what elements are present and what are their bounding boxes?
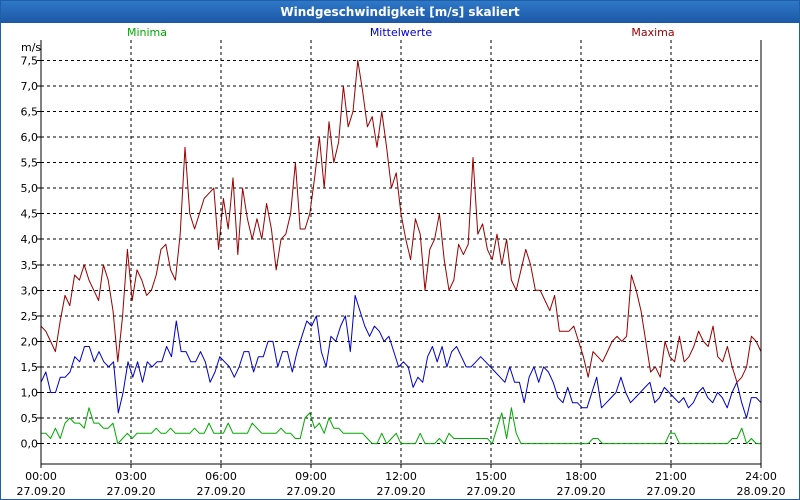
x-tick-time: 18:00 [565,470,597,483]
x-tick-date: 27.09.20 [467,485,516,498]
series-line-minima [41,407,761,445]
x-tick-date: 28.09.20 [737,485,786,498]
y-tick-label: 1,0 [21,386,39,399]
y-tick-label: 1,5 [21,361,39,374]
y-tick-label: 7,5 [21,54,39,67]
y-tick-label: 3,0 [21,284,39,297]
chart-title: Windgeschwindigkeit [m/s] skaliert [1,1,799,23]
legend-minima: Minima [127,26,167,39]
y-tick-label: 0,0 [21,438,39,451]
legend-mittelwerte: Mittelwerte [370,26,433,39]
x-tick-time: 00:00 [25,470,57,483]
y-tick-label: 4,0 [21,233,39,246]
x-tick-time: 15:00 [475,470,507,483]
legend: Minima Mittelwerte Maxima [127,26,675,39]
y-tick-label: 7,0 [21,80,39,93]
y-tick-label: 6,5 [21,106,39,119]
x-tick-date: 27.09.20 [107,485,156,498]
x-tick-date: 27.09.20 [17,485,66,498]
series-line-maxima [40,59,762,383]
x-tick-time: 24:00 [745,470,777,483]
x-tick-date: 27.09.20 [557,485,606,498]
y-tick-label: 2,0 [21,335,39,348]
x-tick-date: 27.09.20 [197,485,246,498]
x-tick-time: 12:00 [385,470,417,483]
legend-maxima: Maxima [631,26,674,39]
x-tick-time: 21:00 [655,470,687,483]
y-tick-label: 5,5 [21,157,39,170]
x-tick-time: 09:00 [295,470,327,483]
series-lines [40,59,762,445]
y-tick-label: 2,5 [21,310,39,323]
x-tick-date: 27.09.20 [287,485,336,498]
y-tick-label: 0,5 [21,412,39,425]
y-tick-label: 3,5 [21,259,39,272]
y-tick-label: 4,5 [21,208,39,221]
y-tick-label: 5,0 [21,182,39,195]
tick-labels: 0,0 0,5 1,0 1,5 2,0 2,5 3,0 3,5 4,0 4,5 5,0 5,5 6,0 6… [17,41,786,498]
axes [37,40,762,468]
y-axis-label: m/s [21,41,41,54]
x-tick-time: 06:00 [205,470,237,483]
x-tick-time: 03:00 [115,470,147,483]
x-tick-date: 27.09.20 [647,485,696,498]
y-tick-label: 6,0 [21,131,39,144]
grid [41,40,762,464]
x-tick-date: 27.09.20 [377,485,426,498]
series-line-mittelwerte [40,294,762,419]
